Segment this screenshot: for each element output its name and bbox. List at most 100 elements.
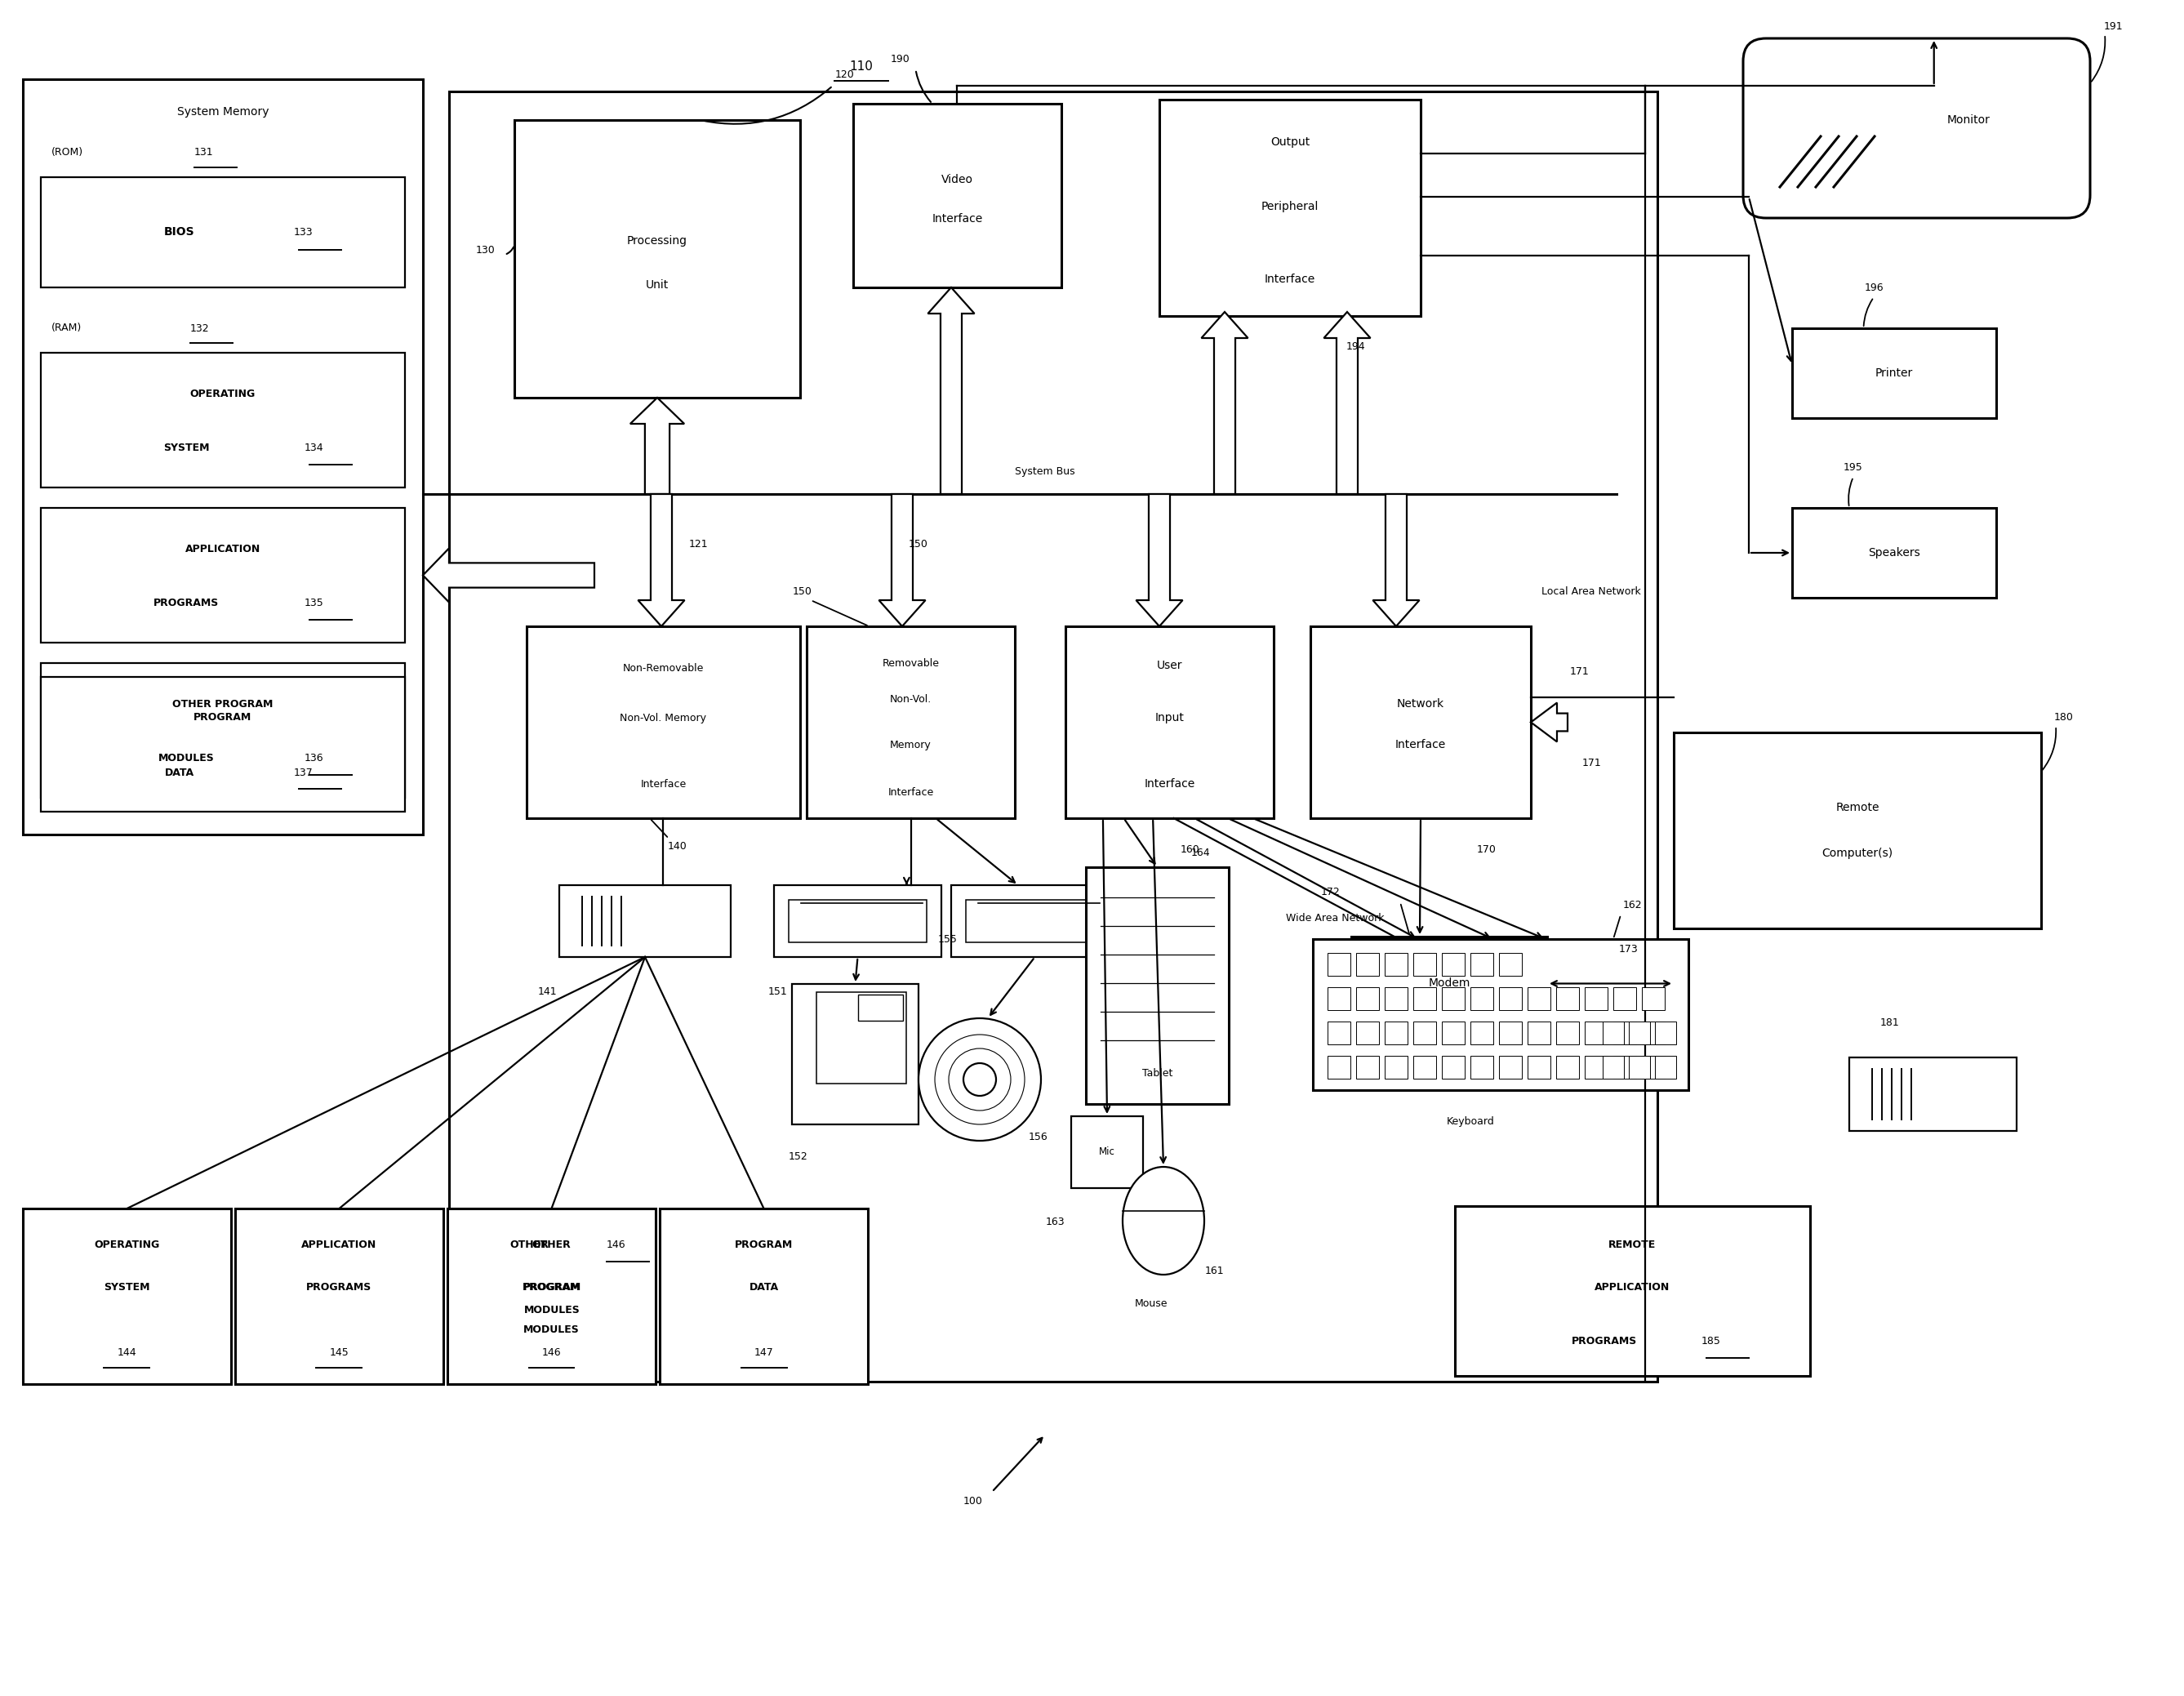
Text: Video: Video bbox=[941, 173, 974, 185]
Bar bbox=[515, 120, 799, 397]
Bar bbox=[22, 1209, 232, 1384]
Text: PROGRAMS: PROGRAMS bbox=[153, 599, 218, 609]
Bar bbox=[1527, 987, 1551, 1011]
Text: APPLICATION: APPLICATION bbox=[1594, 1282, 1671, 1292]
Bar bbox=[1385, 1021, 1406, 1045]
Text: 121: 121 bbox=[688, 539, 708, 550]
Bar bbox=[41, 353, 404, 487]
Text: 156: 156 bbox=[1029, 1131, 1048, 1141]
Text: Interface: Interface bbox=[1144, 778, 1195, 790]
Ellipse shape bbox=[1123, 1167, 1203, 1275]
Bar bbox=[41, 677, 404, 812]
Text: 150: 150 bbox=[793, 587, 812, 597]
Text: Mouse: Mouse bbox=[1136, 1299, 1168, 1309]
Bar bbox=[22, 80, 424, 834]
Bar bbox=[1642, 1021, 1664, 1045]
Bar bbox=[448, 1209, 655, 1384]
Bar bbox=[1441, 1057, 1465, 1079]
Text: 151: 151 bbox=[769, 985, 788, 997]
Text: SYSTEM: SYSTEM bbox=[164, 443, 210, 453]
Text: BIOS: BIOS bbox=[164, 227, 194, 237]
Text: 146: 146 bbox=[607, 1240, 627, 1250]
Text: PROGRAMS: PROGRAMS bbox=[306, 1282, 371, 1292]
Text: REMOTE: REMOTE bbox=[1610, 1240, 1655, 1250]
Text: 171: 171 bbox=[1570, 667, 1590, 677]
Text: Peripheral: Peripheral bbox=[1260, 200, 1319, 212]
Bar bbox=[1441, 987, 1465, 1011]
Text: 170: 170 bbox=[1476, 845, 1496, 855]
Text: 191: 191 bbox=[2103, 20, 2123, 32]
Text: Computer(s): Computer(s) bbox=[1821, 848, 1894, 858]
Bar bbox=[1328, 953, 1350, 975]
Text: Unit: Unit bbox=[646, 280, 668, 290]
Text: Speakers: Speakers bbox=[1867, 548, 1920, 558]
Bar bbox=[1655, 1057, 1675, 1079]
Text: 171: 171 bbox=[1583, 758, 1601, 768]
Bar bbox=[1793, 329, 1996, 419]
Text: OPERATING: OPERATING bbox=[190, 388, 256, 399]
Bar bbox=[1352, 936, 1546, 1031]
Text: 133: 133 bbox=[293, 227, 312, 237]
Bar bbox=[1614, 1057, 1636, 1079]
Polygon shape bbox=[424, 548, 594, 602]
Bar bbox=[1328, 987, 1350, 1011]
Bar bbox=[1413, 953, 1437, 975]
Text: 137: 137 bbox=[293, 767, 312, 778]
Bar bbox=[1455, 1206, 1811, 1375]
Text: MODULES: MODULES bbox=[524, 1325, 579, 1335]
Bar bbox=[1603, 1021, 1625, 1045]
Bar bbox=[1557, 1057, 1579, 1079]
Bar bbox=[1557, 1021, 1579, 1045]
Text: 185: 185 bbox=[1701, 1336, 1721, 1347]
Bar bbox=[1413, 1021, 1437, 1045]
Circle shape bbox=[963, 1063, 996, 1096]
Bar bbox=[1356, 1057, 1378, 1079]
Bar bbox=[1557, 987, 1579, 1011]
Bar bbox=[1313, 940, 1688, 1091]
Text: 141: 141 bbox=[537, 985, 557, 997]
Text: OTHER: OTHER bbox=[533, 1240, 570, 1250]
Bar bbox=[559, 885, 732, 957]
Bar bbox=[1385, 953, 1406, 975]
Text: Interface: Interface bbox=[1396, 739, 1446, 751]
Bar bbox=[793, 984, 919, 1124]
Text: Local Area Network: Local Area Network bbox=[1542, 587, 1640, 597]
Bar bbox=[773, 885, 941, 957]
Bar bbox=[1586, 987, 1607, 1011]
Text: 195: 195 bbox=[1843, 461, 1863, 473]
Bar bbox=[1586, 1057, 1607, 1079]
Bar bbox=[854, 103, 1061, 287]
Text: 163: 163 bbox=[1046, 1218, 1064, 1228]
Bar bbox=[41, 663, 404, 797]
Text: Output: Output bbox=[1271, 136, 1310, 148]
Bar bbox=[1070, 1116, 1142, 1189]
Bar bbox=[858, 994, 904, 1021]
Text: DATA: DATA bbox=[749, 1282, 778, 1292]
Bar bbox=[448, 1209, 655, 1384]
Bar bbox=[1413, 987, 1437, 1011]
Bar bbox=[1441, 1021, 1465, 1045]
Bar bbox=[1066, 626, 1273, 817]
Text: Modem: Modem bbox=[1428, 979, 1470, 989]
Text: Memory: Memory bbox=[891, 739, 930, 751]
Text: SYSTEM: SYSTEM bbox=[105, 1282, 151, 1292]
Bar bbox=[1160, 100, 1420, 315]
Bar bbox=[1629, 1021, 1651, 1045]
Text: Wide Area Network: Wide Area Network bbox=[1286, 914, 1385, 924]
Bar bbox=[1673, 733, 2042, 928]
Text: 140: 140 bbox=[668, 841, 686, 851]
Text: 150: 150 bbox=[909, 539, 928, 550]
Text: Keyboard: Keyboard bbox=[1446, 1116, 1494, 1126]
Text: 194: 194 bbox=[1345, 341, 1365, 353]
Text: 110: 110 bbox=[850, 61, 874, 73]
Text: Processing: Processing bbox=[627, 236, 688, 246]
Text: User: User bbox=[1158, 660, 1182, 672]
Bar bbox=[1085, 867, 1230, 1104]
Circle shape bbox=[919, 1018, 1042, 1141]
Text: Input: Input bbox=[1155, 712, 1184, 724]
Text: 100: 100 bbox=[963, 1496, 983, 1508]
Text: Removable: Removable bbox=[882, 658, 939, 668]
Bar bbox=[1655, 1021, 1675, 1045]
Bar bbox=[1642, 1057, 1664, 1079]
Text: Monitor: Monitor bbox=[1948, 114, 1990, 126]
